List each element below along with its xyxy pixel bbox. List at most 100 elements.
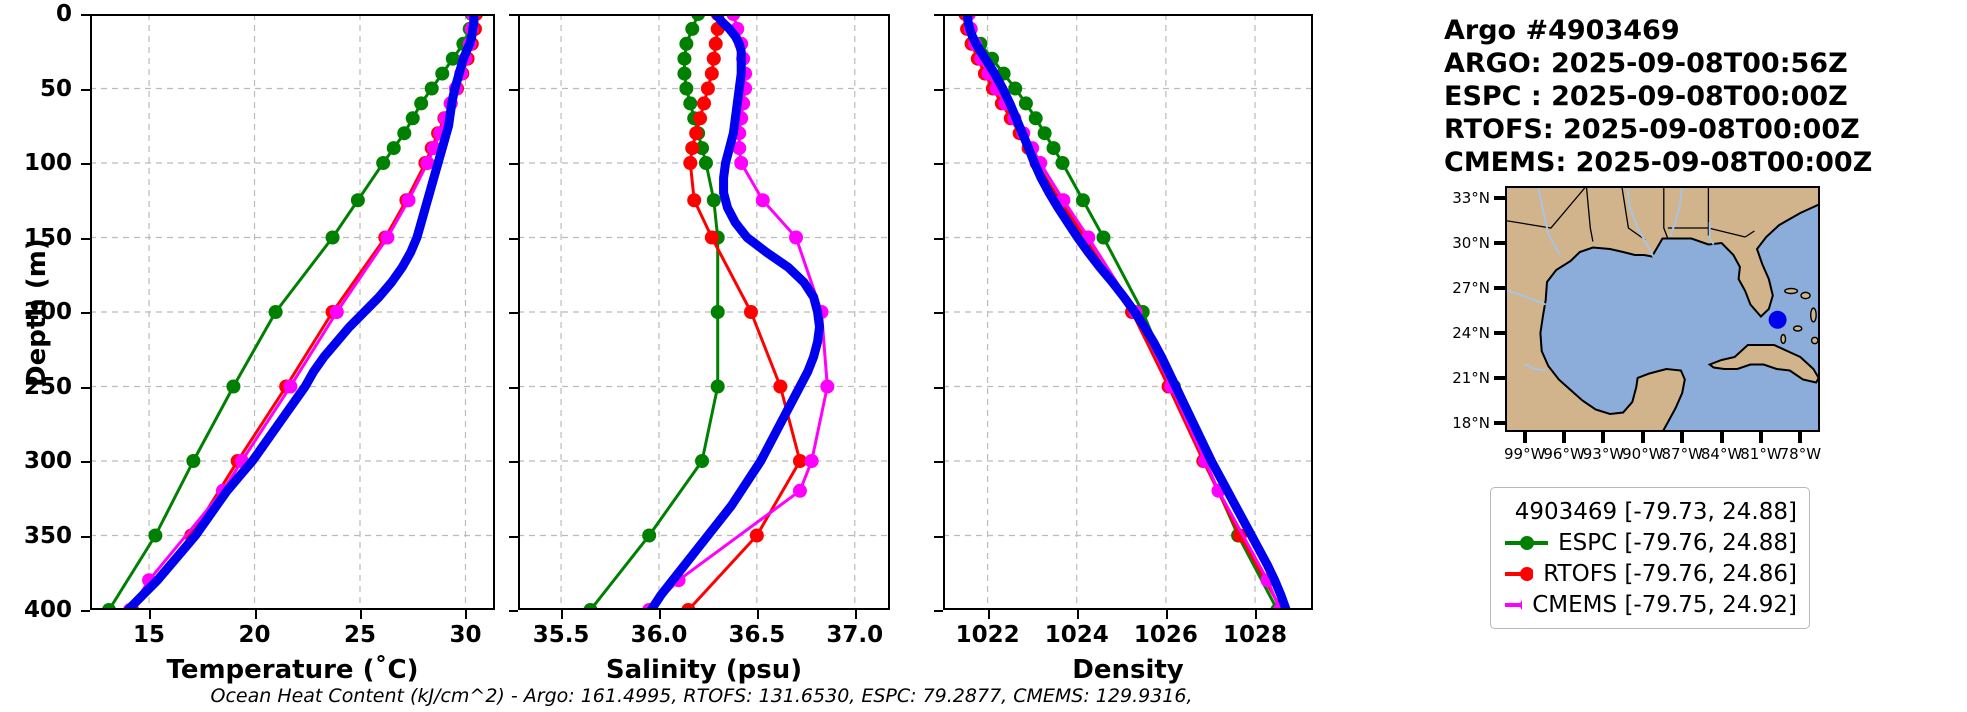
y-tick-mark bbox=[934, 237, 943, 240]
river-5 bbox=[1524, 363, 1546, 372]
series-marker bbox=[755, 193, 770, 208]
map-lon-label: 81°W bbox=[1740, 445, 1782, 463]
map-frame bbox=[1505, 186, 1820, 432]
header-line5: CMEMS: 2025-09-08T00:00Z bbox=[1444, 147, 1873, 178]
series-marker bbox=[710, 305, 725, 319]
series-marker bbox=[329, 305, 344, 319]
y-tick-mark bbox=[934, 461, 943, 463]
map-lat-label: 27°N bbox=[1452, 279, 1490, 297]
x-tick-label: 1022 bbox=[955, 622, 1020, 648]
y-tick-mark bbox=[509, 163, 518, 165]
series-marker bbox=[268, 305, 283, 319]
map-lon-label: 93°W bbox=[1582, 445, 1625, 463]
y-tick-mark bbox=[81, 237, 90, 240]
series-marker bbox=[820, 379, 835, 394]
header-line4: RTOFS: 2025-09-08T00:00Z bbox=[1444, 114, 1860, 145]
map-lat-tick bbox=[1494, 241, 1505, 245]
map-lon-label: 78°W bbox=[1779, 445, 1822, 463]
x-tick-label: 25 bbox=[343, 622, 377, 648]
x-tick-mark bbox=[149, 610, 152, 619]
x-axis-title-density: Density bbox=[1072, 655, 1184, 685]
legend-item[interactable]: RTOFS [-79.76, 24.86] bbox=[1503, 558, 1797, 589]
y-tick-mark bbox=[934, 386, 943, 389]
legend-label: RTOFS [-79.76, 24.86] bbox=[1543, 560, 1797, 587]
axes-frame bbox=[90, 14, 495, 610]
legend-label: CMEMS [-79.75, 24.92] bbox=[1532, 591, 1797, 618]
map-lat-label: 30°N bbox=[1452, 234, 1490, 252]
gulf-of-mexico-map bbox=[1505, 186, 1820, 432]
series-line bbox=[646, 14, 825, 610]
y-tick-label: 150 bbox=[23, 224, 72, 251]
series-marker bbox=[642, 528, 657, 543]
map-lat-tick bbox=[1494, 376, 1505, 380]
series-marker bbox=[789, 230, 804, 245]
series-marker bbox=[685, 141, 700, 156]
legend-swatch bbox=[1505, 566, 1534, 581]
series-4903469 bbox=[123, 14, 479, 610]
series-rtofs bbox=[681, 14, 807, 610]
map-lon-label: 84°W bbox=[1700, 445, 1743, 463]
series-marker bbox=[435, 66, 450, 81]
landmass-cuba bbox=[1707, 344, 1820, 384]
series-marker bbox=[693, 111, 708, 126]
series-marker bbox=[414, 96, 429, 111]
header-line2: ARGO: 2025-09-08T00:56Z bbox=[1444, 48, 1848, 79]
axes-frame bbox=[943, 14, 1313, 610]
x-tick-label: 35.5 bbox=[532, 622, 590, 648]
plot-area-density bbox=[943, 14, 1313, 610]
series-marker bbox=[1037, 126, 1052, 141]
border-line-5 bbox=[1667, 227, 1746, 238]
series-marker bbox=[1096, 230, 1111, 245]
border-line-0 bbox=[1505, 186, 1587, 229]
y-tick-mark bbox=[934, 312, 943, 314]
series-marker bbox=[706, 193, 721, 208]
chart-panel-density bbox=[943, 14, 1313, 610]
x-tick-mark bbox=[1255, 610, 1258, 619]
series-marker bbox=[401, 193, 416, 208]
legend-item[interactable]: 4903469 [-79.73, 24.88] bbox=[1503, 496, 1797, 527]
river-0 bbox=[1536, 186, 1561, 256]
legend-item[interactable]: CMEMS [-79.75, 24.92] bbox=[1503, 589, 1797, 620]
map-lon-label: 96°W bbox=[1543, 445, 1585, 463]
y-tick-mark bbox=[81, 610, 90, 612]
series-marker bbox=[804, 454, 819, 468]
plot-area-salinity bbox=[518, 14, 890, 610]
map-lat-label: 33°N bbox=[1452, 189, 1490, 207]
map-lon-label: 90°W bbox=[1622, 445, 1664, 463]
y-tick-label: 200 bbox=[23, 299, 72, 325]
legend-item[interactable]: ESPC [-79.76, 24.88] bbox=[1503, 527, 1797, 558]
x-tick-mark bbox=[756, 610, 759, 619]
map-lat-label: 18°N bbox=[1452, 414, 1490, 432]
y-tick-label: 300 bbox=[23, 448, 72, 474]
x-tick-label: 1024 bbox=[1044, 622, 1109, 648]
x-axis-title-salinity: Salinity (psu) bbox=[605, 655, 803, 685]
y-tick-label: 100 bbox=[23, 150, 72, 176]
series-marker bbox=[405, 111, 420, 126]
series-marker bbox=[283, 379, 298, 394]
map-lon-tick bbox=[1522, 432, 1527, 443]
x-tick-mark bbox=[254, 610, 257, 619]
legend-label: ESPC [-79.76, 24.88] bbox=[1558, 529, 1797, 556]
series-marker bbox=[420, 156, 435, 170]
y-tick-mark bbox=[509, 461, 518, 463]
series-marker bbox=[773, 379, 788, 394]
chart-panel-temperature bbox=[90, 14, 495, 610]
x-tick-label: 20 bbox=[238, 622, 271, 648]
border-line-1 bbox=[1585, 186, 1594, 242]
series-marker bbox=[792, 483, 807, 498]
y-tick-label: 250 bbox=[23, 373, 72, 400]
y-tick-mark bbox=[81, 14, 90, 16]
series-marker bbox=[710, 379, 725, 394]
y-tick-mark bbox=[509, 14, 518, 16]
y-tick-mark bbox=[934, 14, 943, 16]
legend-label: 4903469 [-79.73, 24.88] bbox=[1514, 498, 1797, 525]
x-tick-mark bbox=[360, 610, 362, 619]
series-marker bbox=[743, 305, 758, 319]
series-marker bbox=[325, 230, 340, 245]
map-lon-tick bbox=[1601, 432, 1606, 443]
map-lon-tick bbox=[1562, 432, 1567, 443]
map-lat-tick bbox=[1494, 196, 1505, 200]
legend-swatch bbox=[1505, 535, 1549, 550]
axes-frame bbox=[518, 14, 890, 610]
